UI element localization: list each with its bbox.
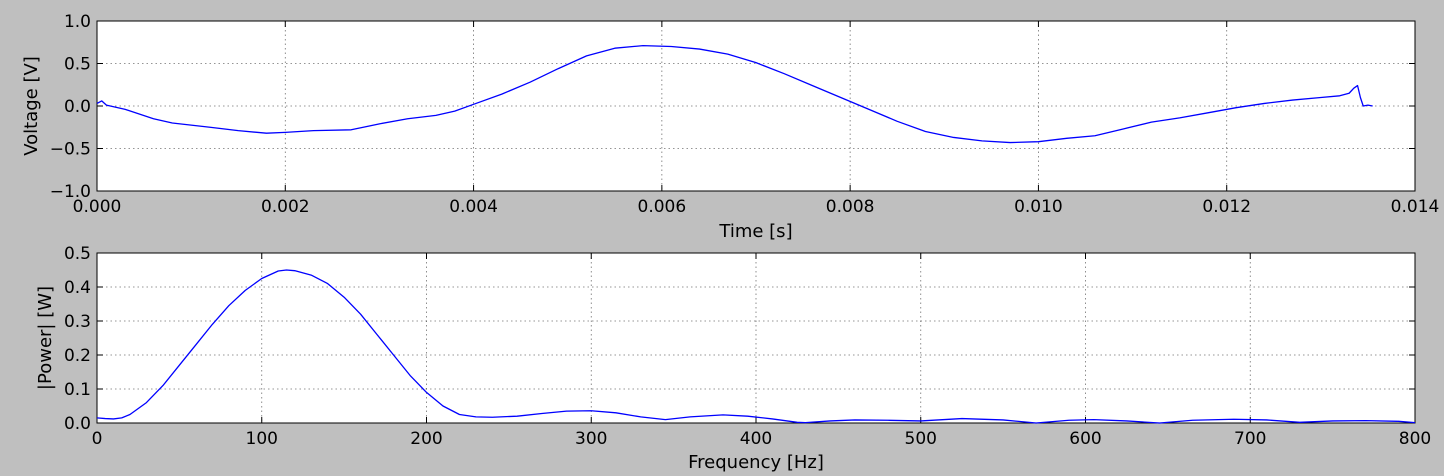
voltage-x-tick-label: 0.000 xyxy=(73,197,122,217)
voltage-x-tick-label: 0.010 xyxy=(1014,197,1063,217)
power-plot: 0 100 200 300 400 500 600 700 800 0.0 0.1 0.2 0.3 0.4… xyxy=(35,244,1431,473)
voltage-y-tick-label: −1.0 xyxy=(50,182,91,202)
voltage-x-tick-label: 0.004 xyxy=(449,197,498,217)
power-y-tick-label: 0.0 xyxy=(64,414,91,434)
voltage-y-tick-label: 1.0 xyxy=(64,12,91,32)
power-y-axis-label: |Power| [W] xyxy=(35,286,56,390)
voltage-y-tick-label: 0.5 xyxy=(64,55,91,75)
power-y-tick-label: 0.3 xyxy=(64,312,91,332)
voltage-plot-area xyxy=(96,20,1416,192)
voltage-series-line xyxy=(96,45,1373,144)
power-x-tick-label: 100 xyxy=(246,429,278,449)
power-x-axis-label: Frequency [Hz] xyxy=(688,452,824,473)
power-x-tick-label: 300 xyxy=(575,429,607,449)
power-y-tick-label: 0.1 xyxy=(64,380,91,400)
voltage-plot: 0.000 0.002 0.004 0.006 0.008 0.010 0.012 0.014… xyxy=(21,12,1439,242)
voltage-x-tick-label: 0.002 xyxy=(261,197,310,217)
voltage-x-tick-label: 0.012 xyxy=(1202,197,1251,217)
voltage-y-axis-label: Voltage [V] xyxy=(21,56,42,156)
power-x-tick-label: 200 xyxy=(410,429,442,449)
power-y-tick-label: 0.2 xyxy=(64,346,91,366)
power-y-tick-label: 0.4 xyxy=(64,278,91,298)
voltage-x-tick-label: 0.006 xyxy=(638,197,687,217)
power-x-tick-label: 800 xyxy=(1399,429,1431,449)
power-x-tick-label: 600 xyxy=(1069,429,1101,449)
power-x-tick-label: 500 xyxy=(905,429,937,449)
voltage-y-tick-label: −0.5 xyxy=(50,140,91,160)
voltage-y-tick-label: 0.0 xyxy=(64,97,91,117)
voltage-x-tick-label: 0.014 xyxy=(1391,197,1440,217)
power-x-tick-label: 400 xyxy=(740,429,772,449)
power-x-tick-label: 0 xyxy=(92,429,103,449)
voltage-x-axis-label: Time [s] xyxy=(718,221,792,242)
power-x-tick-label: 700 xyxy=(1234,429,1266,449)
power-series-line xyxy=(96,269,1416,424)
power-y-tick-label: 0.5 xyxy=(64,244,91,264)
voltage-x-tick-label: 0.008 xyxy=(826,197,875,217)
